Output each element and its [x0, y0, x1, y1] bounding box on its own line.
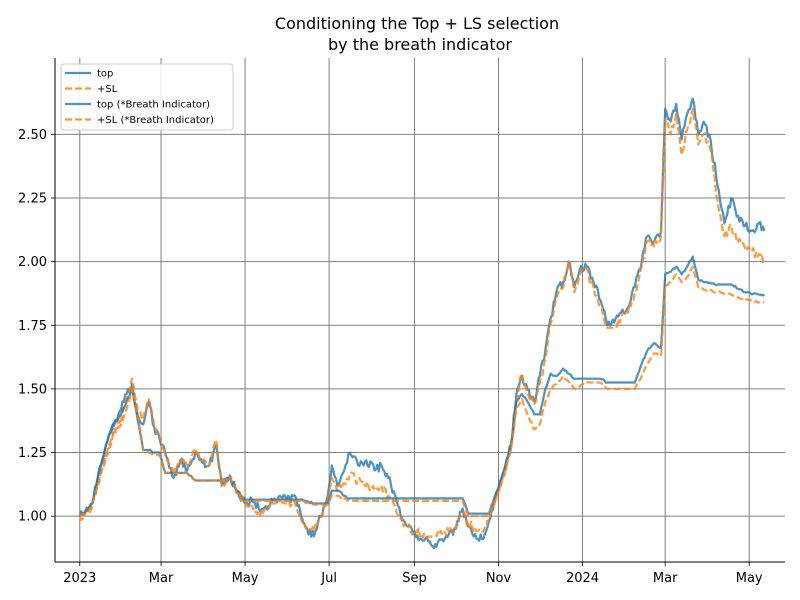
series-lines [78, 97, 766, 550]
legend-box [60, 63, 234, 131]
tick-labels: 2023 Mar May Jul Sep Nov 2024 Mar May 1.00 1.25 1.5… [18, 128, 763, 586]
grid [55, 58, 785, 562]
series-line-3 [78, 265, 765, 518]
x-tick-label: 2023 [63, 571, 96, 586]
x-tick-label: 2024 [566, 571, 599, 586]
y-tick-label: 2.25 [18, 192, 47, 207]
y-tick-label: 2.50 [18, 128, 47, 143]
x-tick-label: May [736, 571, 763, 586]
x-tick-label: Mar [653, 571, 678, 586]
y-tick-label: 2.00 [18, 255, 47, 270]
x-tick-label: Mar [149, 571, 174, 586]
chart-title-line-2: by the breath indicator [328, 35, 512, 54]
y-tick-label: 1.75 [18, 319, 47, 334]
x-tick-label: Jul [320, 571, 337, 586]
series-line-2 [78, 255, 766, 517]
y-tick-label: 1.50 [18, 382, 47, 397]
series-line-1 [78, 107, 766, 539]
series-line-0 [78, 97, 766, 550]
axes [54, 58, 785, 563]
y-tick-label: 1.25 [18, 446, 47, 461]
x-tick-label: Nov [486, 571, 512, 586]
x-tick-label: Sep [402, 571, 427, 586]
chart-title-line-1: Conditioning the Top + LS selection [275, 14, 559, 33]
legend-label: top [97, 69, 113, 80]
x-tick-label: May [232, 571, 259, 586]
y-tick-label: 1.00 [18, 510, 47, 525]
legend-label: +SL (*Breath Indicator) [97, 115, 214, 126]
legend-label: top (*Breath Indicator) [97, 100, 210, 111]
legend: top +SL top (*Breath Indicator) +SL (*Breat… [60, 63, 234, 131]
legend-label: +SL [97, 84, 118, 95]
